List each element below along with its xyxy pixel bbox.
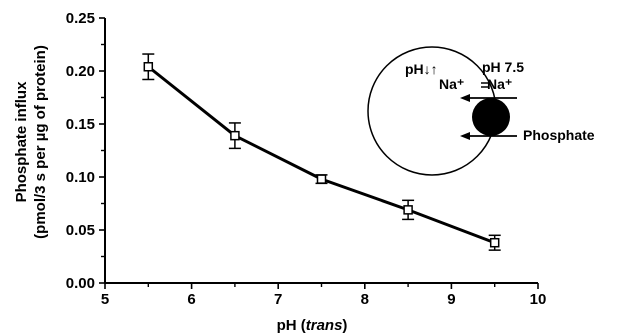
y-tick-label: 0.15 bbox=[66, 116, 95, 133]
data-point-marker bbox=[316, 174, 327, 184]
sodium-inside-label: Na⁺ bbox=[439, 76, 464, 92]
x-tick-label: 8 bbox=[361, 291, 369, 308]
x-tick-label: 6 bbox=[187, 291, 195, 308]
x-axis-ticks: 5 6 7 8 9 10 bbox=[101, 283, 547, 308]
transporter-blob bbox=[472, 98, 510, 136]
x-axis-title: pH (trans) bbox=[277, 317, 348, 334]
x-tick-label: 5 bbox=[101, 291, 109, 308]
data-point-marker bbox=[143, 62, 154, 72]
x-tick-label: 10 bbox=[530, 291, 547, 308]
inside-ph-label: pH↓↑ bbox=[405, 61, 438, 77]
x-tick-label: 7 bbox=[274, 291, 282, 308]
y-tick-label: 0.20 bbox=[66, 63, 95, 80]
y-tick-label: 0.05 bbox=[66, 222, 95, 239]
y-tick-label: 0.25 bbox=[66, 10, 95, 27]
sodium-arrow-head bbox=[460, 94, 470, 102]
data-point-marker bbox=[230, 130, 240, 141]
phosphate-label: Phosphate bbox=[523, 127, 595, 143]
x-tick-label: 9 bbox=[447, 291, 455, 308]
y-axis-ticks: 0.00 0.05 0.10 0.15 0.20 0.25 bbox=[66, 10, 105, 292]
sodium-outside-label: Na⁺ bbox=[487, 76, 512, 92]
outside-ph-label: pH 7.5 bbox=[482, 59, 524, 75]
data-point-marker bbox=[403, 205, 413, 215]
y-axis-title-line2: (pmol/3 s per µg of protein) bbox=[32, 45, 49, 239]
data-markers bbox=[143, 62, 500, 248]
y-tick-label: 0.00 bbox=[66, 275, 95, 292]
axes bbox=[104, 18, 538, 284]
phosphate-arrow-head bbox=[460, 132, 470, 140]
series-line bbox=[147, 65, 496, 245]
y-axis-title-line1: Phosphate influx bbox=[13, 81, 30, 203]
data-point-marker bbox=[489, 237, 500, 248]
y-tick-label: 0.10 bbox=[66, 169, 95, 186]
cell-diagram-inset: pH↓↑ pH 7.5 Na⁺ Na⁺ Phosphate bbox=[367, 46, 595, 176]
